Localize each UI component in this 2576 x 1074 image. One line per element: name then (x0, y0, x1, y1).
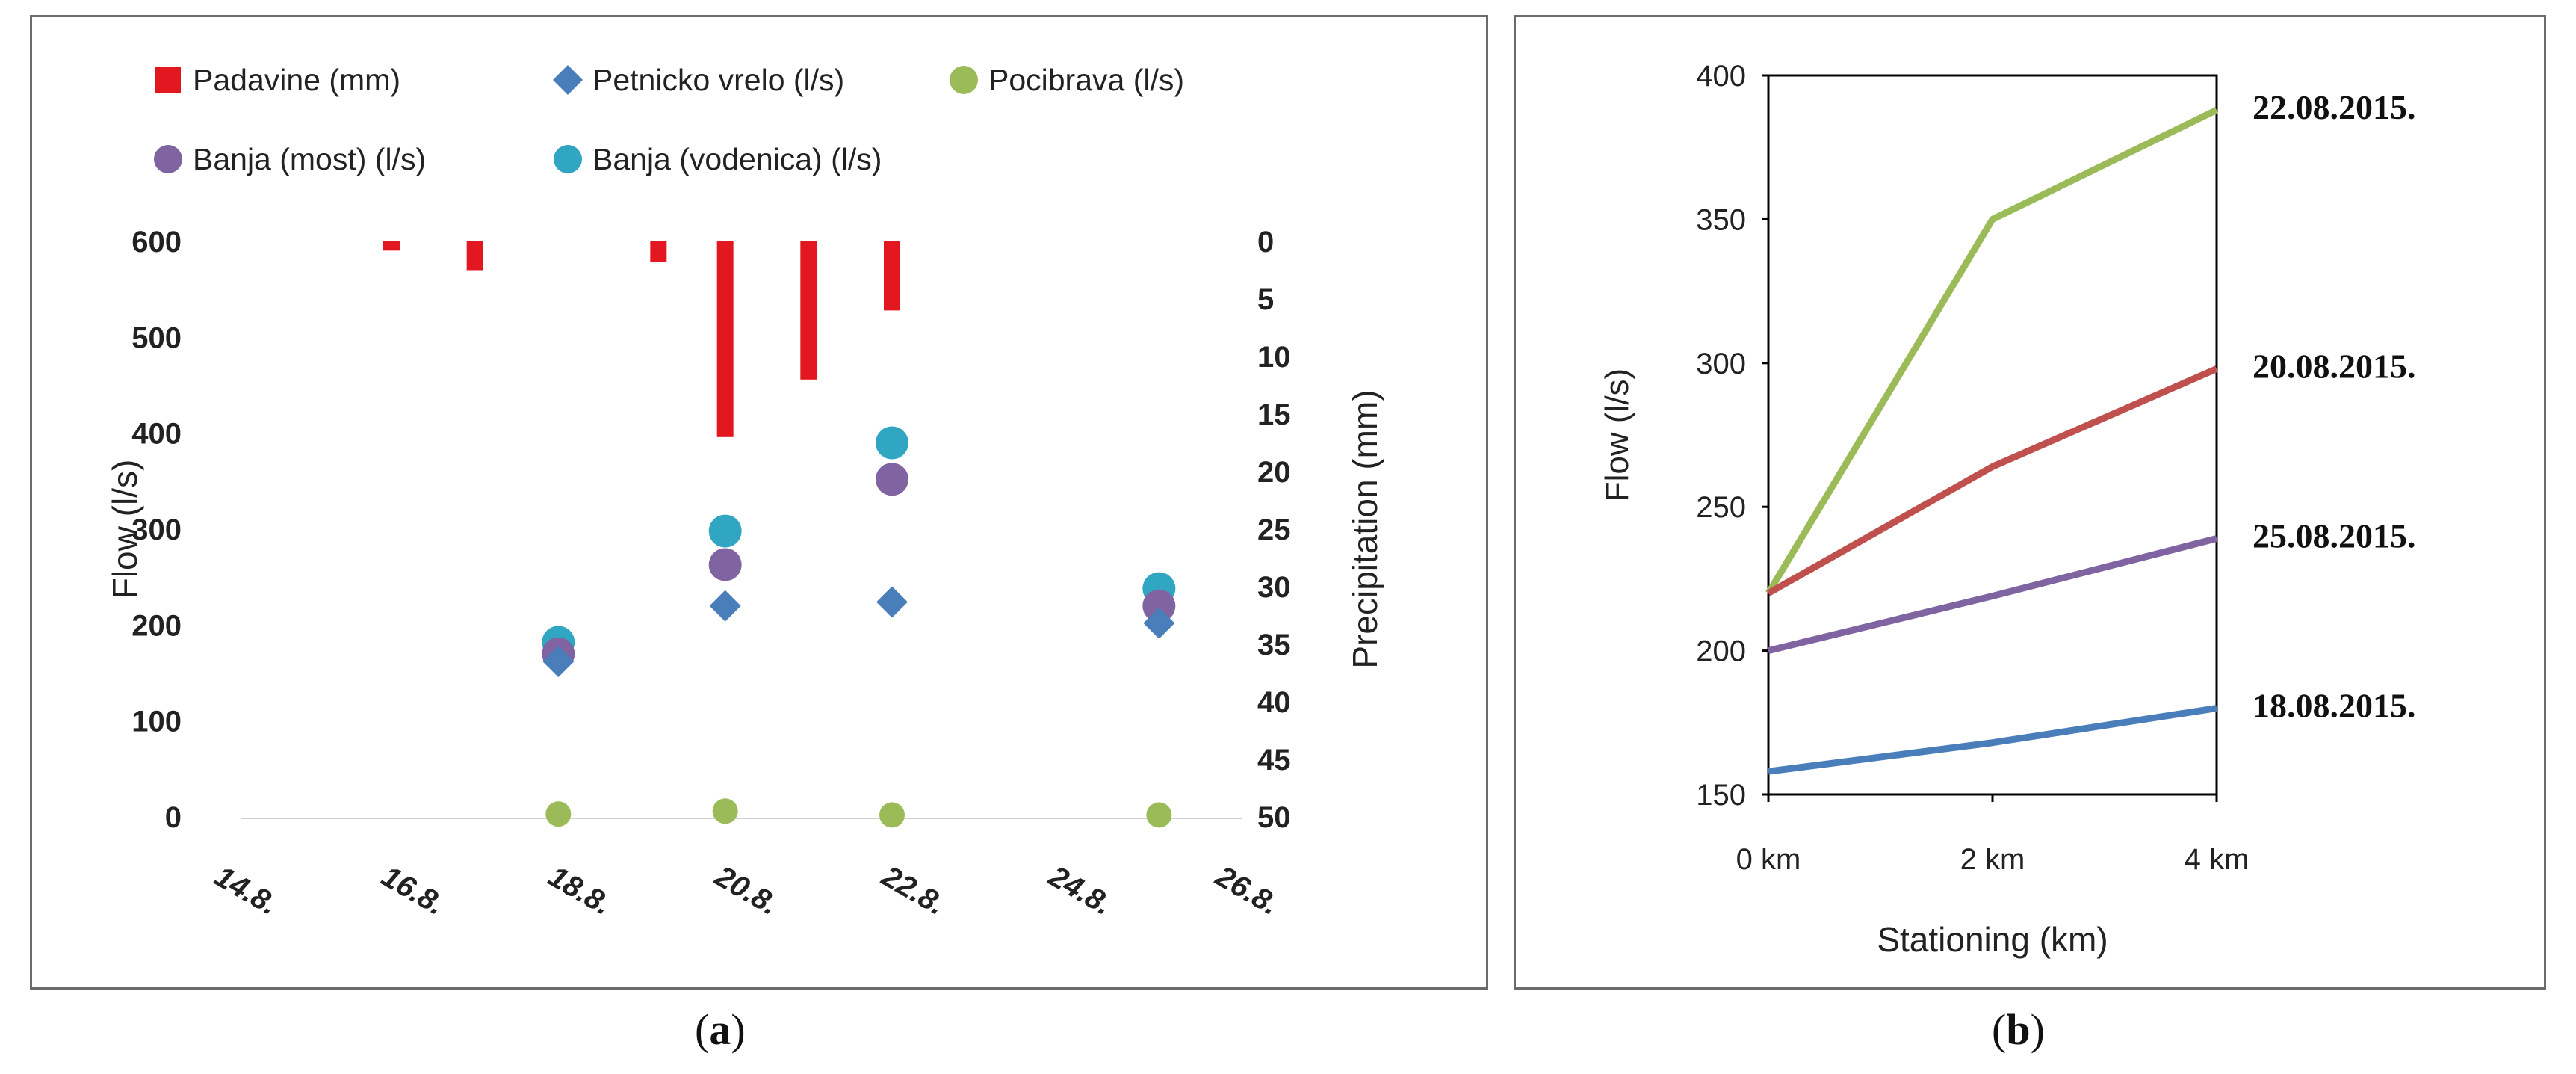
y2-tick-label: 45 (1257, 744, 1291, 777)
series-line (1768, 705, 2217, 775)
caption-b-close: ) (2030, 1005, 2045, 1054)
flow-stationing-chart: 150 200 250 300 350 400 0 km 2 km 4 km Flow (l/s)… (1599, 60, 2416, 959)
series-label: 25.08.2015. (2253, 517, 2416, 555)
point-pocibrava (712, 798, 738, 824)
legend-marker-circle (950, 66, 978, 94)
precipitation-bar (800, 241, 817, 380)
legend-item-pocibrava: Pocibrava (l/s) (950, 63, 1184, 97)
legend-item-petnicko: Petnicko vrelo (l/s) (553, 63, 844, 97)
point-petnicko (876, 586, 908, 618)
y2-tick-label: 30 (1257, 571, 1291, 604)
point-petnicko (709, 590, 741, 622)
y-tick-label: 300 (1696, 348, 1746, 380)
legend-item-banja_vodenica: Banja (vodenica) (l/s) (554, 142, 882, 176)
x-tick-label: 2 km (1960, 843, 2025, 876)
chart-panel-b: 150 200 250 300 350 400 0 km 2 km 4 km Flow (l/s)… (1514, 15, 2546, 990)
y2-tick-label: 35 (1257, 629, 1291, 661)
series-label: 18.08.2015. (2253, 687, 2416, 725)
legend-label: Banja (most) (l/s) (193, 142, 426, 176)
y-tick-label: 300 (131, 513, 182, 546)
x-tick-label: 4 km (2185, 843, 2250, 876)
y-tick-label: 200 (131, 609, 182, 642)
y-tick-label: 500 (131, 321, 182, 354)
y2-tick-label: 0 (1257, 226, 1274, 259)
y2-tick-label: 15 (1257, 398, 1291, 431)
caption-a: (a) (695, 1004, 746, 1055)
y-tick-label: 200 (1696, 635, 1746, 668)
point-banja_most (1142, 589, 1176, 623)
x-tick-label: 24.8. (1043, 859, 1118, 922)
point-banja_most (708, 548, 742, 581)
x-tick-label: 14.8. (209, 859, 283, 922)
x-tick-label: 0 km (1736, 843, 1801, 876)
legend-label: Pocibrava (l/s) (988, 63, 1184, 97)
caption-b-letter: b (2006, 1005, 2031, 1054)
legend-marker-circle (154, 145, 182, 173)
precipitation-bar (466, 241, 483, 271)
y-tick-label: 0 (165, 801, 182, 834)
legend-item-padavine: Padavine (mm) (155, 63, 400, 97)
y-axis-title: Flow (l/s) (1599, 368, 1635, 501)
caption-b: (b) (1992, 1004, 2045, 1055)
y-tick-label: 600 (131, 226, 182, 259)
series-line (1767, 535, 2218, 654)
caption-b-open: ( (1992, 1005, 2007, 1054)
x-tick-label: 26.8. (1210, 859, 1284, 922)
precipitation-bar (884, 241, 900, 311)
chart-panel-a: Padavine (mm) Petnicko vrelo (l/s) Pocibra… (30, 15, 1488, 990)
y2-tick-label: 50 (1257, 801, 1291, 834)
legend-label: Petnicko vrelo (l/s) (592, 63, 844, 97)
point-pocibrava (1146, 802, 1172, 828)
x-tick-label: 16.8. (376, 859, 450, 922)
series-label: 22.08.2015. (2253, 88, 2416, 126)
plot-area-frame (1767, 74, 2218, 796)
caption-a-open: ( (695, 1005, 710, 1054)
x-axis-title: Stationing (km) (1877, 920, 2108, 959)
y-axis-title: Flow (l/s) (105, 460, 144, 599)
y2-tick-label: 20 (1257, 456, 1291, 489)
y2-axis-title: Precipitation (mm) (1346, 389, 1384, 668)
y2-tick-label: 25 (1257, 513, 1291, 546)
y-tick-label: 100 (131, 706, 182, 738)
point-pocibrava (545, 801, 572, 827)
legend-marker-diamond (553, 65, 583, 95)
legend-label: Banja (vodenica) (l/s) (592, 142, 882, 176)
series-line (1765, 107, 2218, 595)
series-label: 20.08.2015. (2253, 347, 2416, 385)
legend-marker-square (155, 67, 181, 93)
precipitation-bar (650, 241, 667, 262)
y2-tick-label: 40 (1257, 686, 1291, 719)
y-tick-label: 250 (1696, 491, 1746, 524)
y2-tick-label: 5 (1257, 283, 1274, 316)
y-tick-label: 400 (1696, 60, 1746, 93)
legend-item-banja_most: Banja (most) (l/s) (154, 142, 426, 176)
y-tick-label: 400 (131, 418, 182, 451)
point-pocibrava (879, 802, 905, 828)
x-tick-label: 18.8. (543, 859, 617, 922)
precipitation-bar (383, 241, 400, 251)
y2-tick-label: 10 (1257, 341, 1291, 374)
y-tick-label: 150 (1696, 779, 1746, 812)
point-banja_vodenica (708, 514, 742, 548)
point-banja_vodenica (876, 426, 908, 460)
caption-a-letter: a (709, 1005, 731, 1054)
caption-a-close: ) (731, 1005, 746, 1054)
point-petnicko (1143, 607, 1175, 639)
precipitation-bar (716, 241, 734, 437)
legend-label: Padavine (mm) (193, 63, 400, 97)
x-tick-label: 22.8. (876, 859, 950, 922)
series-line (1766, 365, 2218, 596)
legend-marker-circle (554, 145, 582, 173)
point-petnicko (542, 646, 575, 678)
point-banja_most (876, 463, 908, 496)
x-tick-label: 20.8. (709, 859, 784, 922)
y-tick-label: 350 (1696, 203, 1746, 236)
precipitation-flow-chart: Padavine (mm) Petnicko vrelo (l/s) Pocibra… (105, 63, 1384, 922)
